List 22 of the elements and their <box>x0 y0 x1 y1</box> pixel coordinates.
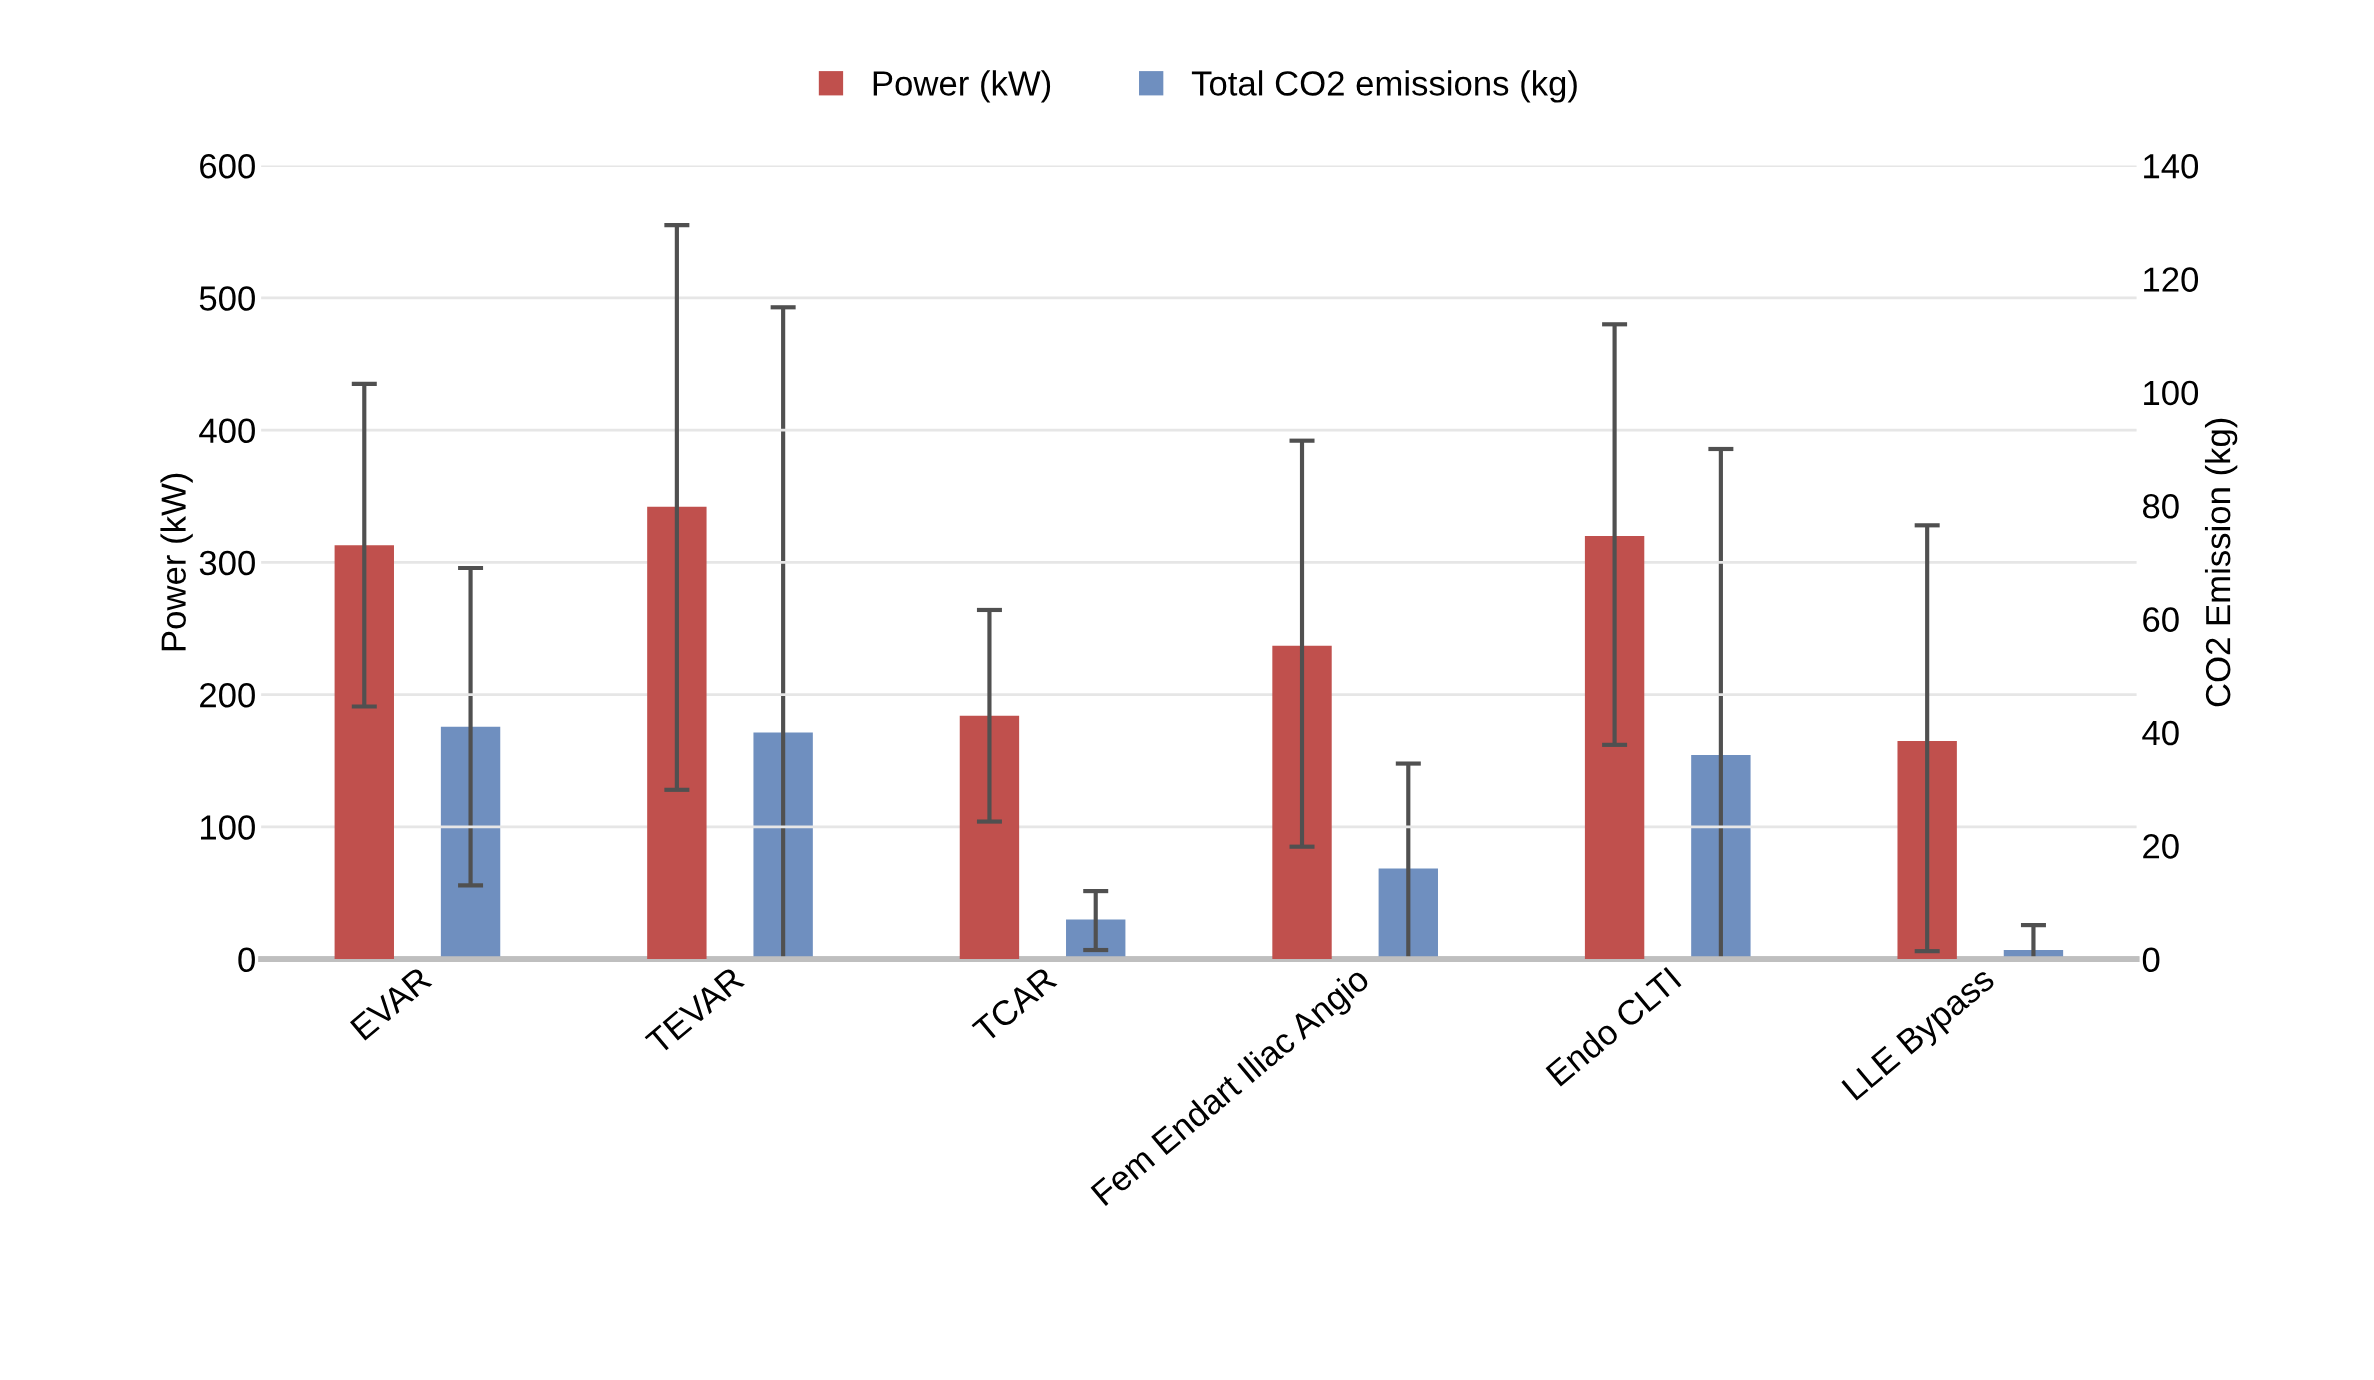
y-tick-label: 600 <box>200 153 255 179</box>
y2-tick-label: 60 <box>2143 607 2179 632</box>
y-tick-label: 400 <box>199 418 255 444</box>
y-tick-label: 100 <box>201 815 255 840</box>
y-tick-label: 0 <box>238 947 255 973</box>
y2-tick-label: 40 <box>2142 720 2179 746</box>
bar <box>1584 535 1645 960</box>
y2-tick-label: 0 <box>2142 947 2160 973</box>
y-axis-title: Power (kW) <box>160 473 193 651</box>
y-tick-label: 500 <box>199 286 255 311</box>
legend-label: Power (kW) <box>873 70 1051 103</box>
y2-tick-label: 20 <box>2143 834 2179 859</box>
y-tick-label: 300 <box>199 550 255 576</box>
y2-tick-label: 80 <box>2142 494 2179 519</box>
legend-label: Total CO2 emissions (kg) <box>1191 70 1577 103</box>
y2-tick-label: 100 <box>2144 380 2199 406</box>
y2-axis-title: CO2 Emission (kg) <box>2204 418 2238 707</box>
y2-tick-label: 140 <box>2144 153 2199 179</box>
y2-tick-label: 120 <box>2144 267 2199 292</box>
y-tick-label: 200 <box>200 682 255 708</box>
bar <box>959 715 1020 960</box>
bar <box>334 545 394 960</box>
